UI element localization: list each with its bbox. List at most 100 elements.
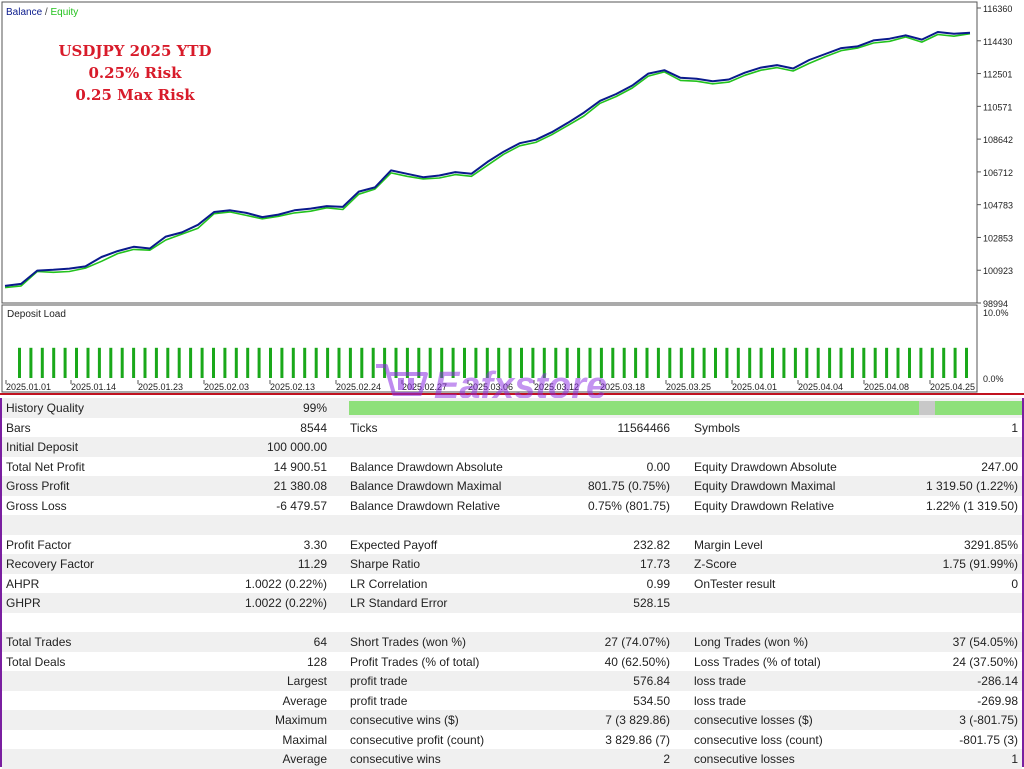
- deposit-load-bar: [223, 347, 227, 378]
- deposit-load-bar: [29, 347, 33, 378]
- x-tick-label: 2025.02.03: [204, 382, 249, 392]
- report-c2-value: 232.82: [633, 537, 670, 552]
- report-c2-value: 27 (74.07%): [604, 635, 670, 649]
- history-quality-gap: [919, 401, 935, 415]
- deposit-load-bar: [942, 347, 946, 378]
- report-row: Profit Factor 3.30 Expected Payoff 232.82 Ma…: [2, 535, 1022, 555]
- report-c1-label: Bars: [6, 420, 31, 435]
- report-c1-value: 3.30: [303, 537, 327, 552]
- report-c3-label: consecutive losses ($): [694, 713, 813, 727]
- report-c3-value: 1.75 (91.99%): [942, 557, 1018, 571]
- report-c3-value: 3 (-801.75): [959, 713, 1018, 727]
- report-c1-sub-label: Maximal: [282, 732, 327, 747]
- deposit-load-title: Deposit Load: [7, 309, 66, 320]
- report-c1-value: 8544: [300, 420, 327, 435]
- y-tick-label: 116360: [983, 4, 1012, 14]
- report-c3-label: loss trade: [694, 693, 747, 708]
- x-tick-label: 2025.03.12: [534, 382, 579, 392]
- deposit-load-bar: [896, 347, 900, 378]
- deposit-load-bar: [953, 347, 957, 378]
- report-c1-value: -6 479.57: [276, 498, 327, 513]
- report-row: Gross Profit 21 380.08 Balance Drawdown Ma…: [2, 476, 1022, 496]
- report-c2-label: Balance Drawdown Relative: [350, 498, 501, 513]
- deposit-load-bar: [348, 347, 352, 378]
- report-c2-value: 11564466: [617, 420, 671, 435]
- overlay-line-2: 0.25% Risk: [88, 64, 182, 82]
- report-c2-label: Sharpe Ratio: [350, 557, 421, 571]
- report-c2-value: 534.50: [633, 693, 670, 708]
- report-c1-value: 11.29: [297, 557, 327, 571]
- report-c3-label: Loss Trades (% of total): [694, 654, 821, 669]
- report-c2-value: 40 (62.50%): [604, 654, 670, 669]
- deposit-load-bar: [919, 347, 923, 378]
- legend-balance: Balance: [6, 7, 43, 18]
- report-c3-value: 247.00: [981, 459, 1018, 474]
- report-c2-label: Profit Trades (% of total): [350, 654, 480, 669]
- deposit-load-bar: [75, 347, 78, 378]
- deposit-load-bar: [143, 347, 147, 378]
- deposit-y-tick-label: 0.0%: [983, 374, 1004, 384]
- deposit-load-bar: [257, 347, 261, 378]
- deposit-load-bar: [97, 347, 101, 378]
- report-c1-value: 21 380.08: [273, 479, 327, 493]
- deposit-load-bar: [736, 347, 740, 378]
- x-tick-label: 2025.04.04: [798, 382, 843, 392]
- y-tick-label: 106712: [983, 168, 1013, 178]
- deposit-load-bar: [154, 347, 158, 378]
- report-c3-value: 1: [1011, 420, 1018, 435]
- deposit-load-bar: [86, 347, 90, 378]
- deposit-load-bar: [474, 347, 478, 378]
- report-c1-sub-label: Average: [282, 752, 327, 766]
- report-c2-value: 576.84: [633, 674, 670, 688]
- report-c3-label: Equity Drawdown Maximal: [694, 479, 836, 493]
- report-row: Recovery Factor 11.29 Sharpe Ratio 17.73 Z-S…: [2, 554, 1022, 574]
- report-c2-label: LR Correlation: [350, 576, 428, 591]
- deposit-load-bar: [771, 347, 774, 378]
- report-c1-value: 100 000.00: [266, 440, 327, 454]
- deposit-load-bar: [212, 347, 215, 378]
- y-tick-label: 114430: [983, 37, 1012, 47]
- report-c1-value: 128: [306, 654, 327, 669]
- y-tick-label: 98994: [983, 299, 1008, 309]
- report-c2-value: 3 829.86 (7): [605, 732, 670, 747]
- deposit-load-bar: [314, 347, 318, 378]
- report-row: AHPR 1.0022 (0.22%) LR Correlation 0.99 OnTe…: [2, 574, 1022, 594]
- report-c1-sub-label: Average: [282, 693, 327, 708]
- report-c1-label: Gross Profit: [6, 479, 70, 493]
- deposit-load-bar: [246, 347, 250, 378]
- report-c1-label: Initial Deposit: [6, 440, 79, 454]
- report-row: Largest profit trade 576.84 loss trade -286.…: [2, 671, 1022, 691]
- deposit-load-bar: [611, 347, 615, 378]
- report-c3-value: 24 (37.50%): [952, 654, 1018, 669]
- balance-line: [4, 31, 971, 287]
- report-c1-value: 14 900.51: [273, 459, 327, 474]
- deposit-load-bar: [565, 347, 569, 378]
- deposit-load-bar: [679, 347, 683, 378]
- overlay-line-3: 0.25 Max Risk: [75, 86, 195, 104]
- deposit-load-bar: [120, 347, 124, 378]
- balance-equity-chart: 116360 114430 112501 110571 108642 106712 1047…: [0, 1, 1024, 395]
- report-c1-sub-label: Maximum: [274, 713, 327, 727]
- deposit-load-bar: [531, 347, 535, 378]
- deposit-load-bar: [873, 347, 877, 378]
- report-c2-label: Ticks: [350, 420, 378, 435]
- report-row: GHPR 1.0022 (0.22%) LR Standard Error 528.1…: [2, 593, 1022, 613]
- report-c1-label: Gross Loss: [6, 498, 67, 513]
- deposit-load-bar: [805, 347, 809, 378]
- report-c1-label: Total Net Profit: [6, 459, 85, 474]
- deposit-load-plot-area: [1, 304, 978, 393]
- deposit-load-bar: [371, 347, 375, 378]
- y-tick-label: 104783: [983, 201, 1013, 211]
- report-c2-label: consecutive profit (count): [350, 732, 485, 747]
- report-c3-value: 1: [1011, 752, 1018, 766]
- deposit-load-bar: [622, 347, 626, 378]
- deposit-load-bar: [463, 347, 466, 378]
- deposit-load-bar: [816, 347, 820, 378]
- deposit-load-bar: [485, 347, 489, 378]
- deposit-load-bar: [748, 347, 752, 378]
- report-c2-label: Balance Drawdown Absolute: [350, 459, 503, 474]
- report-c3-value: -286.14: [977, 674, 1018, 688]
- report-c2-label: profit trade: [350, 674, 408, 688]
- deposit-load-bar: [793, 347, 797, 378]
